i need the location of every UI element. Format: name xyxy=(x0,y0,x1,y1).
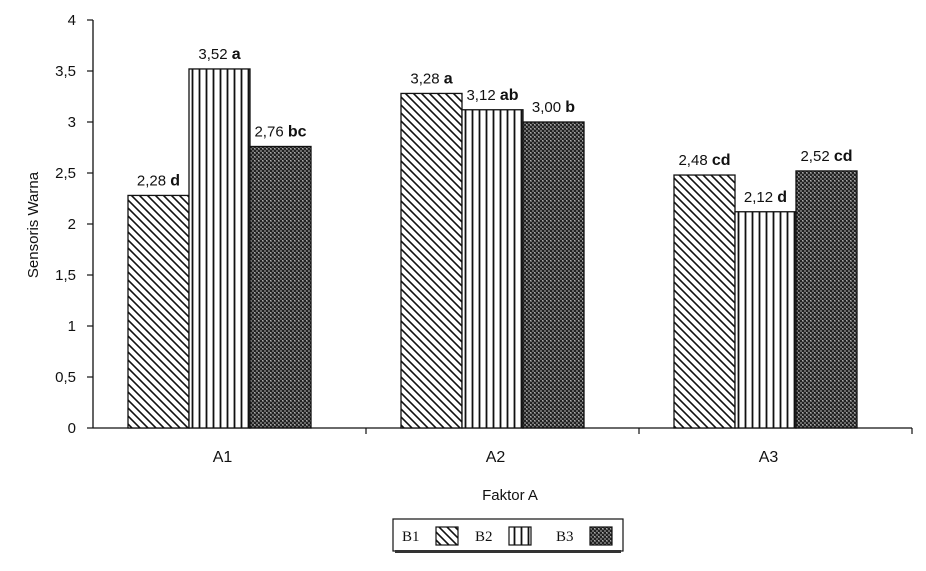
data-label: 3,12 ab xyxy=(466,87,518,104)
x-tick-label: A2 xyxy=(486,449,506,466)
y-tick-label: 2 xyxy=(68,216,76,233)
y-tick-label: 0,5 xyxy=(55,369,76,386)
data-label: 2,76 bc xyxy=(254,123,306,140)
y-tick-label: 0 xyxy=(68,420,76,437)
legend-label-b3: B3 xyxy=(556,529,574,545)
data-label: 3,00 b xyxy=(532,99,575,116)
legend-box xyxy=(392,518,624,552)
data-label: 3,28 a xyxy=(410,70,452,87)
legend: B1 B2 B3 xyxy=(392,518,624,553)
x-axis-title: Faktor A xyxy=(482,487,538,504)
legend-label-b2: B2 xyxy=(475,529,493,545)
y-tick-label: 3 xyxy=(68,114,76,131)
bar-b3-a1 xyxy=(249,145,312,429)
y-tick-label: 2,5 xyxy=(55,165,76,182)
data-labels: 2,28 d 3,52 a 2,76 bc 3,28 a 3,12 ab 3,00 b 2,… xyxy=(137,46,853,206)
bar-b1-a1 xyxy=(127,194,190,429)
data-label: 2,12 d xyxy=(744,189,787,206)
y-tick-label: 3,5 xyxy=(55,63,76,80)
x-tick-label: A3 xyxy=(759,449,779,466)
legend-swatch-b3 xyxy=(589,526,613,546)
data-label: 2,48 cd xyxy=(678,152,730,169)
y-tick-label: 1 xyxy=(68,318,76,335)
bars xyxy=(127,68,858,429)
legend-label-b1: B1 xyxy=(402,529,420,545)
legend-swatch-b2 xyxy=(508,526,532,546)
bar-b1-a3 xyxy=(673,174,736,429)
y-axis-title: Sensoris Warna xyxy=(25,171,42,278)
bar-b3-a2 xyxy=(522,121,585,429)
y-tick-label: 1,5 xyxy=(55,267,76,284)
data-label: 2,28 d xyxy=(137,172,180,189)
legend-swatch-b1 xyxy=(435,526,459,546)
x-tick-label: A1 xyxy=(213,449,233,466)
data-label: 3,52 a xyxy=(198,46,240,63)
bar-b1-a2 xyxy=(400,92,463,429)
data-label: 2,52 cd xyxy=(800,148,852,165)
bar-b3-a3 xyxy=(795,170,858,429)
bar-b2-a2 xyxy=(461,109,524,429)
y-tick-label: 4 xyxy=(68,12,76,29)
bar-b2-a1 xyxy=(188,68,251,429)
bar-b2-a3 xyxy=(734,211,797,429)
